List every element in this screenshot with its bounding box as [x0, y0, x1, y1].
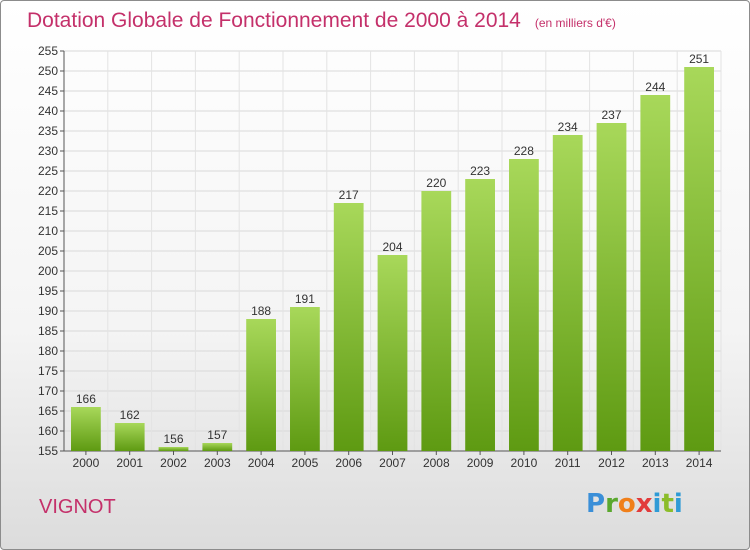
x-tick-label-2003: 2003 [204, 456, 231, 470]
bar-2010 [509, 159, 539, 451]
data-labels: 166 162 156 157 188 191 217 204 220 223 228 234 237 2… [76, 52, 710, 446]
x-tick-label-2013: 2013 [642, 456, 669, 470]
data-label-2004: 188 [251, 304, 271, 318]
data-label-2009: 223 [470, 164, 490, 178]
y-tick-label: 185 [38, 324, 58, 338]
y-tick-label: 160 [38, 424, 58, 438]
tick-labels: 155 160 165 170 175 180 185 190 195 200 205 210 215 2… [38, 44, 713, 470]
bar-2005 [290, 307, 320, 451]
data-label-2001: 162 [120, 408, 140, 422]
data-label-2002: 156 [163, 432, 183, 446]
data-label-2005: 191 [295, 292, 315, 306]
bar-2004 [246, 319, 276, 451]
y-tick-label: 195 [38, 284, 58, 298]
y-tick-label: 225 [38, 164, 58, 178]
data-label-2013: 244 [645, 80, 665, 94]
commune-name: VIGNOT [39, 496, 116, 518]
bar-2014 [684, 67, 714, 451]
bar-2002 [158, 447, 189, 451]
bar-2007 [377, 255, 408, 451]
y-tick-label: 180 [38, 344, 58, 358]
x-tick-label-2009: 2009 [467, 456, 494, 470]
y-tick-label: 255 [38, 44, 58, 58]
y-tick-label: 190 [38, 304, 58, 318]
data-label-2011: 234 [558, 120, 578, 134]
x-tick-label-2004: 2004 [248, 456, 275, 470]
data-label-2014: 251 [689, 52, 709, 66]
chart-unit: (en milliers d'€) [534, 16, 616, 30]
bar-2008 [421, 191, 452, 451]
data-label-2003: 157 [207, 428, 227, 442]
bar-2013 [640, 95, 671, 451]
bar-2009 [465, 179, 495, 451]
data-label-2010: 228 [514, 144, 534, 158]
y-tick-label: 250 [38, 64, 58, 78]
y-tick-label: 155 [38, 444, 58, 458]
bars [71, 67, 714, 451]
chart-title-text: Dotation Globale de Fonctionnement de 20… [27, 9, 521, 32]
x-tick-label-2007: 2007 [379, 456, 406, 470]
data-label-2007: 204 [382, 240, 402, 254]
y-tick-label: 235 [38, 124, 58, 138]
x-tick-label-2006: 2006 [335, 456, 362, 470]
y-tick-label: 240 [38, 104, 58, 118]
proxiti-logo: Proxiti [586, 489, 683, 519]
y-tick-label: 245 [38, 84, 58, 98]
bar-2000 [71, 407, 101, 451]
data-label-2008: 220 [426, 176, 446, 190]
y-tick-label: 205 [38, 244, 58, 258]
bar-2001 [114, 423, 145, 451]
y-tick-label: 200 [38, 264, 58, 278]
x-tick-label-2001: 2001 [116, 456, 143, 470]
x-tick-label-2012: 2012 [598, 456, 625, 470]
bar-2011 [552, 135, 583, 451]
data-label-2012: 237 [601, 108, 621, 122]
y-tick-label: 210 [38, 224, 58, 238]
x-tick-label-2008: 2008 [423, 456, 450, 470]
data-label-2006: 217 [339, 188, 359, 202]
y-tick-label: 230 [38, 144, 58, 158]
data-label-2000: 166 [76, 392, 96, 406]
x-tick-label-2010: 2010 [511, 456, 538, 470]
bar-2012 [596, 123, 627, 451]
y-tick-label: 215 [38, 204, 58, 218]
x-tick-label-2002: 2002 [160, 456, 187, 470]
y-tick-label: 175 [38, 364, 58, 378]
bar-2006 [333, 203, 364, 451]
x-tick-label-2014: 2014 [686, 456, 713, 470]
bar-2003 [202, 443, 233, 451]
x-tick-label-2000: 2000 [73, 456, 100, 470]
x-tick-label-2005: 2005 [292, 456, 319, 470]
y-tick-label: 165 [38, 404, 58, 418]
chart-title: Dotation Globale de Fonctionnement de 20… [27, 9, 616, 33]
x-tick-label-2011: 2011 [555, 456, 581, 470]
y-tick-label: 170 [38, 384, 58, 398]
y-tick-label: 220 [38, 184, 58, 198]
